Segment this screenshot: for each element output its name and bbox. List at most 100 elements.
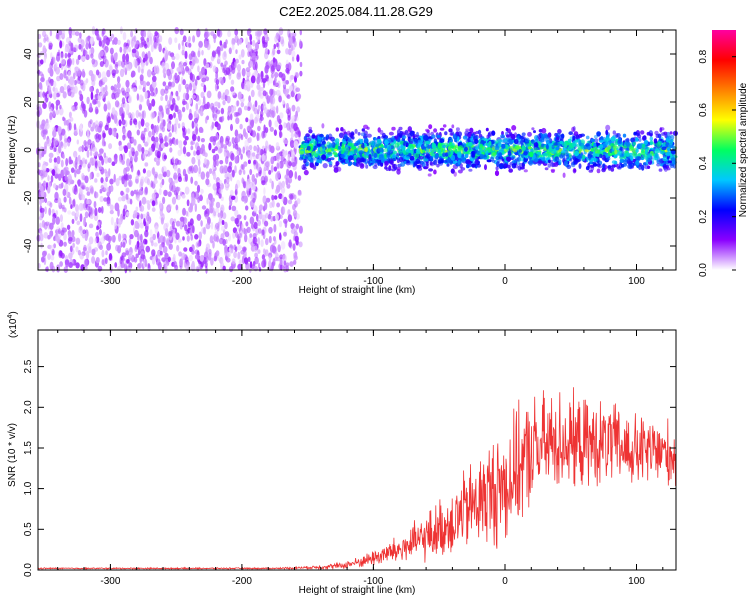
spectrogram-cell [409,130,415,136]
spectrogram-cell [255,42,259,51]
spectrogram-cell [595,142,601,146]
spectrogram-cell [188,98,192,105]
spectrogram-cell [175,90,179,97]
spectrogram-cell [160,95,164,101]
spectrogram-cell [44,34,49,42]
spectrogram-cell [281,194,285,203]
spectrogram-cell [612,130,616,135]
spectrogram-cell [548,143,553,147]
spectrogram-cell [231,169,235,178]
spectrogram-cell [467,137,471,144]
spectrogram-cell [632,141,637,146]
spectrogram-cell [558,159,562,166]
spectrogram-cell [409,155,415,161]
spectrogram-cell [85,186,90,192]
spectrogram-cell [47,244,52,250]
spectrogram-cell [81,157,86,164]
spectrogram-cell [88,236,94,245]
spectrogram-cell [391,135,396,141]
spectrogram-cell [451,124,455,129]
spectrogram-cell [75,262,80,269]
spectrogram-cell [266,59,271,67]
spectrogram-cell [329,161,333,166]
spectrogram-cell [234,194,239,203]
spectrogram-cell [188,82,193,91]
spectrogram-cell [252,236,258,245]
spectrogram-cell [106,200,111,207]
spectrogram-cell [236,133,241,143]
spectrogram-cell [74,101,78,107]
spectrogram-cell [533,158,539,163]
spectrogram-cell [388,131,394,136]
spectrogram-cell [196,184,201,193]
spectrogram-cell [126,158,131,167]
spectrogram-cell [516,145,521,151]
spectrogram-cell [296,54,300,63]
spectrogram-cell [42,91,46,98]
spectrogram-cell [283,139,289,145]
spectrogram-cell [298,241,303,248]
spectrogram-cell [48,45,53,50]
spectrogram-cell [157,249,162,257]
spectrogram-cell [103,168,108,174]
spectrogram-cell [76,168,81,175]
spectrogram-cell [144,43,148,49]
spectrogram-cell [156,37,160,46]
spectrogram-cell [136,93,140,101]
spectrogram-cell [380,162,384,167]
spectrogram-cell [99,50,104,57]
spectrogram-cell [216,28,221,37]
spectrogram-cell [59,40,63,49]
spectrogram-cell [68,156,72,165]
spectrogram-cell [543,152,549,156]
spectrogram-cell [281,180,285,188]
spectrogram-cell [128,251,133,258]
spectrogram-cell [45,221,50,227]
spectrogram-cell [212,111,215,119]
spectrogram-cell [474,135,478,141]
spectrogram-cell [195,58,200,64]
spectrogram-cell [144,122,150,127]
spectrogram-cell [173,112,176,119]
spectrogram-cell [274,120,279,128]
spectrogram-cell [366,126,370,130]
spectrogram-cell [196,149,201,156]
spectrogram-cell [439,127,445,131]
spectrogram-cell [193,122,199,128]
spectrogram-cell [84,159,88,165]
spectrogram-cell [219,256,224,265]
spectrogram-cell [654,148,660,154]
spectrogram-cell [247,256,251,262]
spectrogram-cell [184,50,188,60]
spectrogram-cell [70,232,74,237]
spectrogram-cell [38,107,43,116]
spectrogram-cell [59,63,62,68]
spectrogram-cell [288,239,292,248]
spectrogram-cell [434,153,439,159]
spectrogram-cell [103,235,109,241]
spectrogram-cell [550,168,556,172]
spectrogram-cell [261,254,265,260]
spectrogram-cell [614,149,618,155]
spectrogram-cell [672,130,679,136]
spectrogram-cell [233,61,238,69]
spectrogram-cell [214,231,219,237]
spectrogram-cell [528,159,534,166]
spectrogram-cell [386,138,392,144]
spectrogram-cell [250,118,255,127]
spectrogram-cell [130,147,134,152]
spectrogram-cell [95,108,99,114]
spectrogram-cell [422,135,427,140]
spectrogram-cell [89,157,94,164]
spectrogram-cell [282,263,288,273]
spectrogram-cell [73,160,78,168]
spectrogram-cell [547,163,551,168]
spectrogram-cell [266,95,271,104]
spectrogram-cell [174,158,179,166]
spectrogram-cell [173,174,178,180]
spectrogram-cell [622,133,627,138]
spectrogram-cell [200,128,204,133]
spectrogram-cell [264,65,269,74]
spectrogram-cell [201,205,207,210]
